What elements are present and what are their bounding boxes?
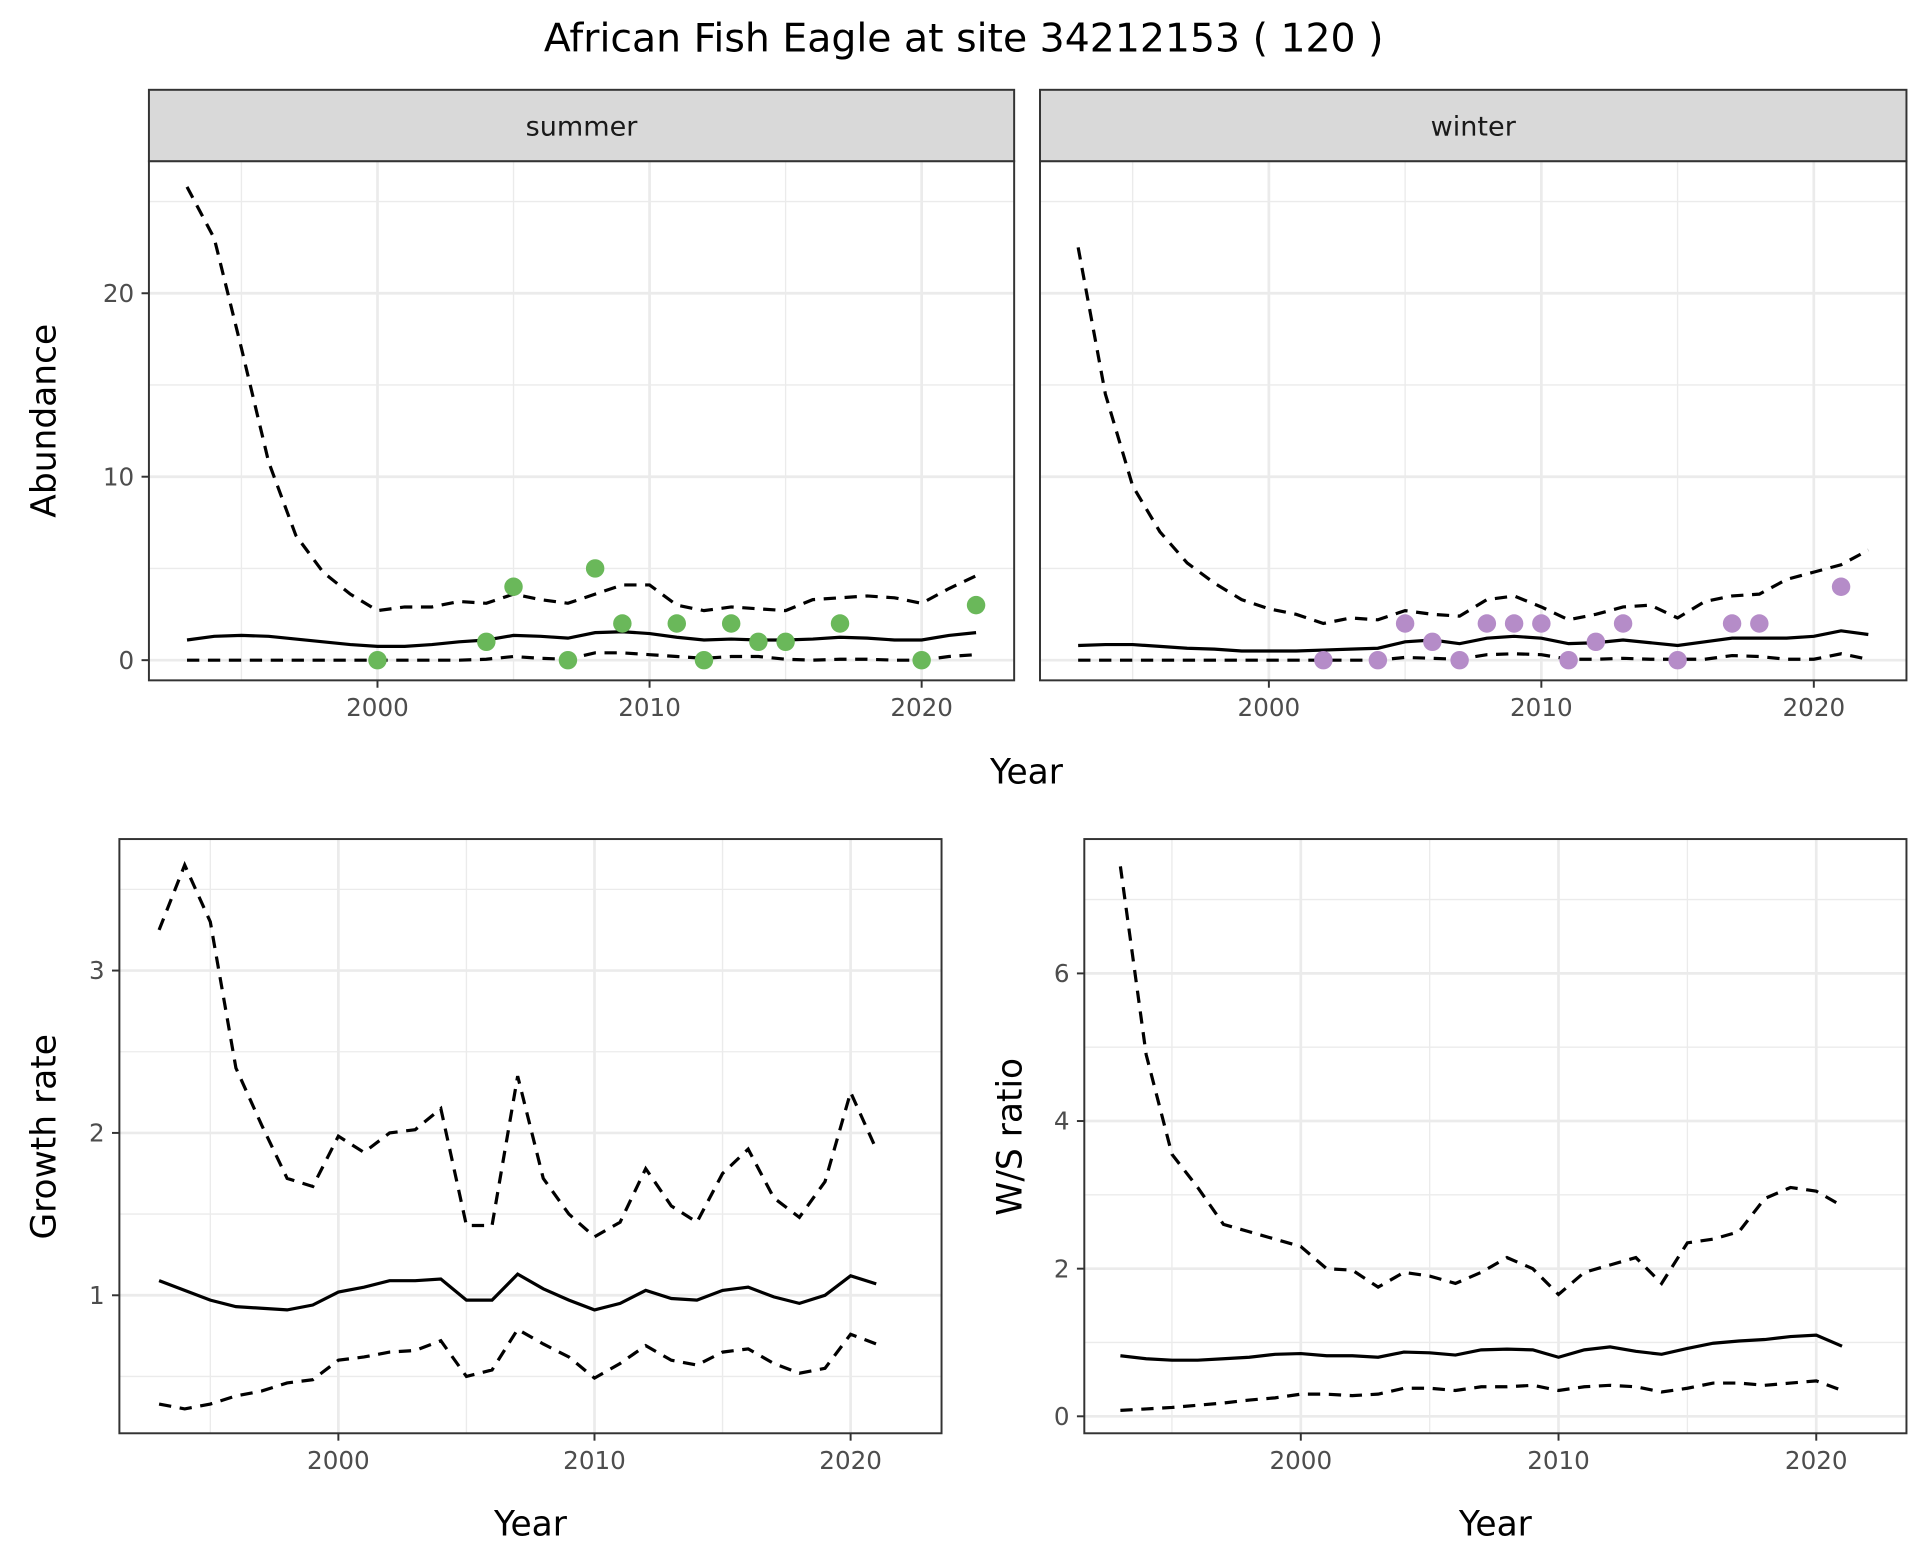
x-tick-label: 2020 bbox=[890, 693, 953, 722]
data-point bbox=[504, 577, 523, 597]
y-tick-label: 0 bbox=[118, 646, 134, 675]
data-point bbox=[368, 650, 387, 670]
y-tick-label: 6 bbox=[1054, 959, 1070, 988]
x-tick-label: 2000 bbox=[346, 693, 409, 722]
y-tick-label: 4 bbox=[1054, 1107, 1070, 1136]
x-tick-label: 2020 bbox=[819, 1446, 882, 1475]
data-point bbox=[1368, 650, 1388, 670]
x-tick-label: 2000 bbox=[1269, 1446, 1332, 1475]
y-tick-label: 10 bbox=[103, 462, 134, 491]
y-tick-label: 2 bbox=[1054, 1254, 1070, 1283]
y-tick-label: 0 bbox=[1054, 1402, 1070, 1431]
data-point bbox=[1722, 614, 1742, 633]
panel-background bbox=[1040, 161, 1907, 681]
data-point bbox=[694, 650, 714, 670]
panel-growth: 2000 2010 2020 1 2 3 bbox=[89, 838, 943, 1475]
x-axis-title: Year bbox=[493, 1504, 568, 1544]
panel-winter: 2000 2010 2020 winter bbox=[1039, 88, 1908, 722]
panel-background bbox=[1084, 839, 1907, 1434]
x-tick-label: 2020 bbox=[1782, 693, 1845, 722]
data-point bbox=[1450, 650, 1469, 670]
x-axis-title: Year bbox=[989, 753, 1064, 793]
data-point bbox=[1477, 614, 1497, 633]
data-point bbox=[1613, 614, 1633, 633]
figure-title: African Fish Eagle at site 34212153 ( 12… bbox=[544, 16, 1384, 62]
y-axis-title: W/S ratio bbox=[991, 1058, 1031, 1216]
data-point bbox=[1586, 632, 1606, 652]
facet-strip bbox=[147, 88, 1016, 163]
data-point bbox=[776, 632, 795, 652]
x-tick-label: 2000 bbox=[307, 1446, 370, 1475]
y-tick-label: 20 bbox=[103, 279, 134, 308]
panel-summer: 2000 2010 2020 0 10 20 summer bbox=[103, 88, 1016, 722]
lower-bound-line bbox=[1120, 1379, 1843, 1412]
data-point bbox=[966, 595, 986, 615]
mean-line bbox=[186, 630, 977, 649]
y-tick-label: 1 bbox=[89, 1281, 105, 1310]
data-point bbox=[1504, 614, 1524, 633]
panel-background bbox=[148, 161, 1015, 681]
x-axis-title: Year bbox=[1458, 1504, 1533, 1544]
facet-strip-label: winter bbox=[1431, 111, 1517, 142]
upper-bound-line bbox=[1118, 866, 1843, 1297]
lower-bound-line bbox=[187, 651, 977, 662]
panel-border bbox=[1083, 838, 1908, 1435]
mean-line bbox=[1120, 1333, 1843, 1362]
x-tick-label: 2010 bbox=[563, 1446, 626, 1475]
data-point bbox=[558, 650, 578, 670]
panel-background bbox=[119, 839, 942, 1434]
y-axis-title: Growth rate bbox=[24, 1034, 64, 1240]
data-point bbox=[1423, 632, 1442, 652]
facet-strip-label: summer bbox=[526, 111, 639, 142]
data-point bbox=[721, 614, 741, 633]
data-point bbox=[1559, 650, 1578, 670]
panel-ratio: 2000 2010 2020 0 2 4 6 bbox=[1054, 838, 1908, 1475]
lower-bound-line bbox=[1078, 652, 1869, 662]
data-point bbox=[912, 650, 931, 670]
panel-border bbox=[118, 838, 943, 1435]
data-point bbox=[1831, 577, 1851, 597]
data-point bbox=[830, 614, 850, 633]
y-tick-label: 3 bbox=[89, 956, 105, 985]
data-point bbox=[1668, 650, 1687, 670]
y-axis-title: Abundance bbox=[24, 324, 64, 518]
data-point bbox=[667, 614, 686, 633]
upper-bound-line bbox=[157, 860, 878, 1239]
x-tick-label: 2010 bbox=[1527, 1446, 1590, 1475]
x-tick-label: 2000 bbox=[1238, 693, 1301, 722]
data-point bbox=[1395, 614, 1415, 633]
upper-bound-line bbox=[1076, 247, 1870, 626]
data-point bbox=[613, 614, 632, 633]
data-point bbox=[477, 632, 496, 652]
data-point bbox=[1750, 614, 1769, 633]
x-tick-label: 2020 bbox=[1785, 1446, 1848, 1475]
data-point bbox=[1314, 650, 1333, 670]
x-tick-label: 2010 bbox=[1510, 693, 1573, 722]
data-point bbox=[749, 632, 768, 652]
upper-bound-line bbox=[185, 186, 977, 613]
data-point bbox=[1532, 614, 1551, 633]
y-tick-label: 2 bbox=[89, 1119, 105, 1148]
mean-line bbox=[1078, 629, 1869, 653]
facet-strip bbox=[1039, 88, 1908, 163]
data-point bbox=[585, 559, 605, 578]
mean-line bbox=[158, 1272, 877, 1312]
x-tick-label: 2010 bbox=[618, 693, 681, 722]
